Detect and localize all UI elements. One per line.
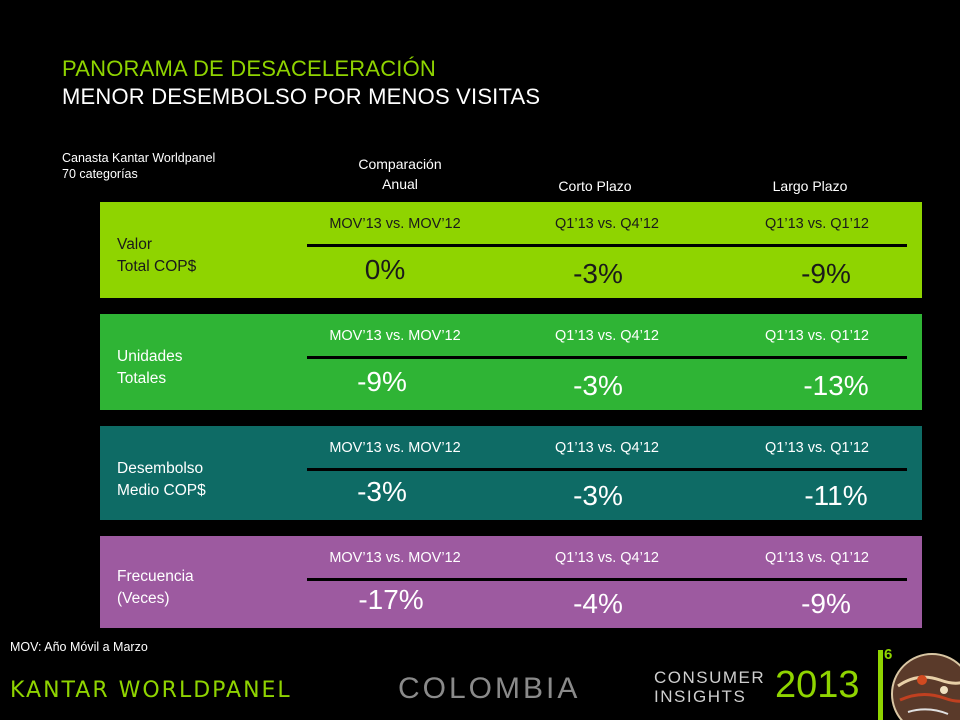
comparison-annual: MOV’13 vs. MOV’12	[329, 440, 461, 456]
comparison-short: Q1’13 vs. Q4’12	[555, 216, 659, 232]
value-long: -13%	[803, 370, 869, 401]
value-short: -3%	[573, 370, 623, 401]
row-desembolso: Desembolso Medio COP$ MOV’13 vs. MOV’12 …	[100, 426, 922, 520]
footnote: MOV: Año Móvil a Marzo	[10, 640, 148, 654]
comparison-long: Q1’13 vs. Q1’12	[765, 550, 869, 566]
row-label: Desembolso Medio COP$	[117, 458, 206, 502]
value-long: -9%	[801, 588, 851, 619]
divider-line	[307, 244, 907, 247]
slide-title: PANORAMA DE DESACELERACIÓN	[62, 56, 436, 81]
comparison-annual: MOV’13 vs. MOV’12	[329, 216, 461, 232]
value-long: -9%	[801, 258, 851, 289]
value-short: -3%	[573, 258, 623, 289]
value-annual: -17%	[358, 584, 424, 615]
comparison-annual: MOV’13 vs. MOV’12	[329, 550, 461, 566]
consumer-insights-label: CONSUMER INSIGHTS	[654, 668, 765, 706]
kantar-logo: KANTAR WORLDPANEL	[10, 678, 292, 703]
row-valor: Valor Total COP$ MOV’13 vs. MOV’12 Q1’13…	[100, 202, 922, 298]
value-annual: 0%	[364, 254, 406, 285]
comparison-long: Q1’13 vs. Q1’12	[765, 328, 869, 344]
comparison-short: Q1’13 vs. Q4’12	[555, 440, 659, 456]
comparison-short: Q1’13 vs. Q4’12	[555, 328, 659, 344]
accent-bar	[878, 650, 883, 720]
divider-line	[307, 356, 907, 359]
row-frecuencia: Frecuencia (Veces) MOV’13 vs. MOV’12 Q1’…	[100, 536, 922, 628]
value-annual: -3%	[357, 476, 407, 507]
column-header-annual-l2: Anual	[382, 176, 418, 192]
comparison-long: Q1’13 vs. Q1’12	[765, 440, 869, 456]
row-label-2: (Veces)	[117, 590, 170, 607]
row-label-2: Totales	[117, 370, 167, 387]
divider-line	[307, 578, 907, 581]
comparison-annual: MOV’13 vs. MOV’12	[329, 328, 461, 344]
divider-line	[307, 468, 907, 471]
country-label: COLOMBIA	[398, 672, 581, 705]
value-long: -11%	[804, 480, 868, 511]
globe-icon	[888, 650, 960, 720]
consumer-insights-line-1: CONSUMER	[654, 668, 766, 687]
source-line-1: Canasta Kantar Worldpanel	[62, 151, 216, 165]
comparison-short: Q1’13 vs. Q4’12	[555, 550, 659, 566]
row-label-1: Valor	[117, 236, 153, 253]
year-label: 2013	[775, 664, 860, 706]
page-number: 6	[884, 646, 893, 663]
row-label-2: Medio COP$	[117, 482, 206, 499]
row-label-1: Frecuencia	[117, 568, 194, 585]
slide-subtitle: MENOR DESEMBOLSO POR MENOS VISITAS	[62, 84, 541, 109]
row-label: Valor Total COP$	[117, 234, 196, 278]
consumer-insights-line-2: INSIGHTS	[654, 687, 747, 706]
value-short: -4%	[573, 588, 623, 619]
value-annual: -9%	[357, 366, 407, 397]
row-label-1: Unidades	[117, 348, 183, 365]
column-header-annual: Comparación Anual	[320, 154, 480, 194]
row-label: Unidades Totales	[117, 346, 183, 390]
comparison-long: Q1’13 vs. Q1’12	[765, 216, 869, 232]
column-header-long: Largo Plazo	[772, 178, 848, 194]
row-unidades: Unidades Totales MOV’13 vs. MOV’12 Q1’13…	[100, 314, 922, 410]
value-short: -3%	[573, 480, 623, 511]
column-header-annual-l1: Comparación	[358, 156, 442, 172]
source-line-2: 70 categorías	[62, 167, 138, 181]
source-note: Canasta Kantar Worldpanel 70 categorías	[62, 150, 215, 182]
column-header-short: Corto Plazo	[558, 178, 632, 194]
row-label: Frecuencia (Veces)	[117, 566, 194, 610]
row-label-1: Desembolso	[117, 460, 204, 477]
row-label-2: Total COP$	[117, 258, 197, 275]
